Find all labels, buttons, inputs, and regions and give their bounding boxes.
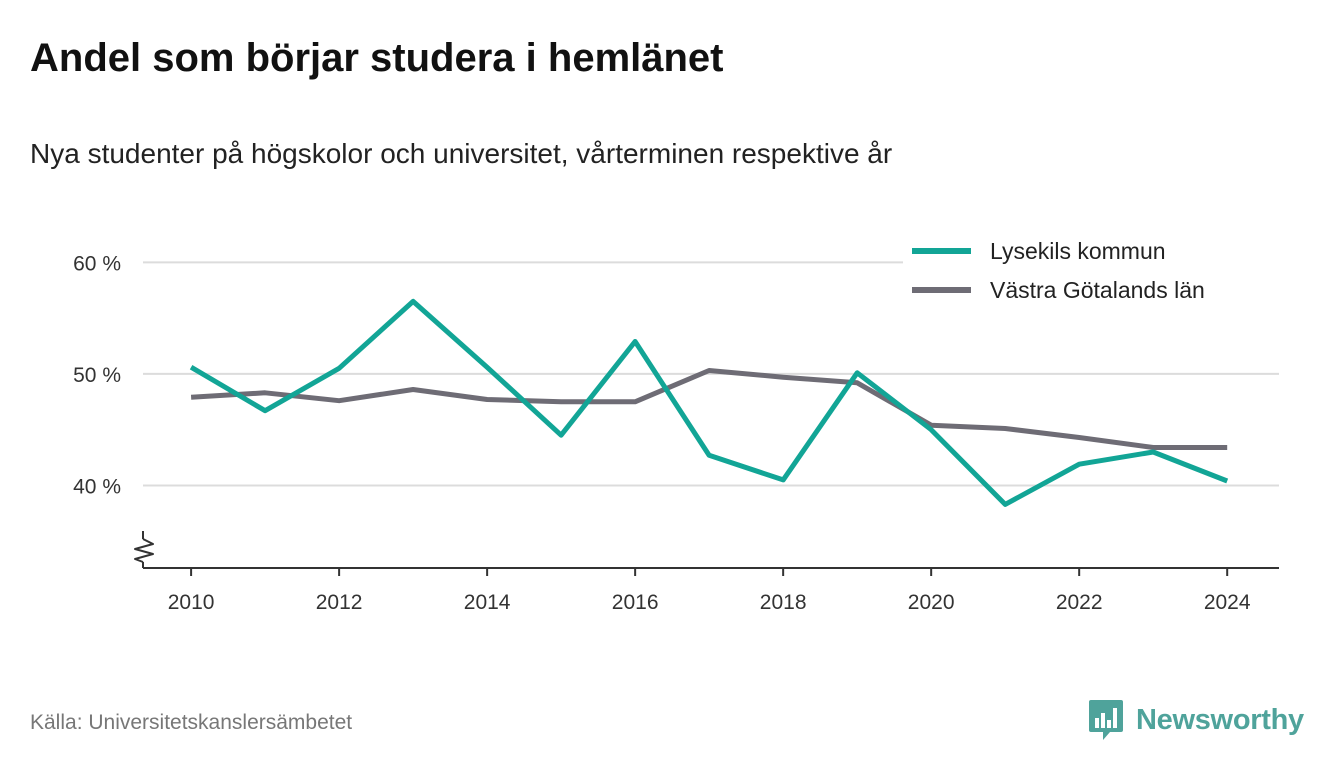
- legend-background: [903, 232, 1283, 310]
- series-line: [190, 368, 1228, 450]
- brand-name: Newsworthy: [1136, 703, 1304, 736]
- legend-label: Västra Götalands län: [990, 277, 1205, 303]
- x-tick-label: 2010: [168, 591, 215, 614]
- y-tick-label: 40 %: [73, 475, 121, 498]
- x-tick-label: 2024: [1204, 591, 1251, 614]
- x-tick-label: 2022: [1056, 591, 1103, 614]
- y-tick-label: 60 %: [73, 252, 121, 275]
- chart-subtitle: Nya studenter på högskolor och universit…: [30, 138, 893, 169]
- series-line: [189, 298, 1229, 507]
- x-tick-label: 2012: [316, 591, 363, 614]
- newsworthy-logo-icon: [1089, 700, 1123, 740]
- source-note: Källa: Universitetskanslersämbetet: [30, 711, 353, 734]
- x-tick-label: 2014: [464, 591, 511, 614]
- chart-title: Andel som börjar studera i hemlänet: [30, 36, 724, 80]
- x-tick-label: 2016: [612, 591, 659, 614]
- legend-label: Lysekils kommun: [990, 238, 1166, 264]
- x-tick-label: 2020: [908, 591, 955, 614]
- y-tick-label: 50 %: [73, 364, 121, 387]
- x-tick-label: 2018: [760, 591, 807, 614]
- brand-logo[interactable]: Newsworthy: [1088, 698, 1304, 742]
- y-axis-break-icon: [134, 538, 154, 563]
